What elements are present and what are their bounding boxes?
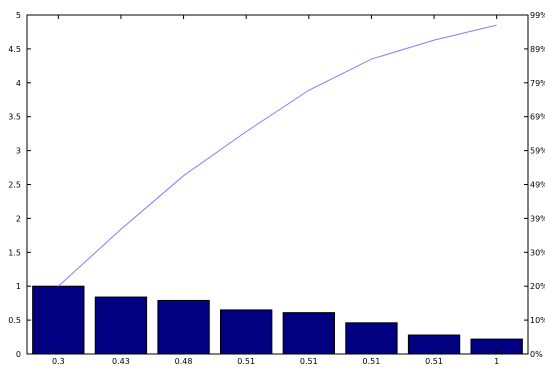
y2-tick-label: 79% (530, 79, 545, 88)
y-tick-label: 4.5 (8, 45, 21, 54)
y2-tick-label: 99% (530, 11, 545, 20)
bars (32, 285, 523, 355)
right-y-axis-ticks: 0% 10% 20% 30% 39% 49% 59% 69% 79% 89% 99% (524, 11, 545, 359)
y-tick-label: 5 (16, 11, 21, 20)
y-tick-label: 0.5 (8, 316, 21, 325)
y2-tick-label: 89% (530, 45, 545, 54)
y2-tick-label: 30% (530, 248, 545, 257)
x-tick-label: 0.43 (112, 357, 130, 366)
cumulative-line (57, 24, 497, 287)
y2-tick-label: 69% (530, 113, 545, 122)
y-tick-label: 2.5 (8, 181, 21, 190)
x-tick-label: 0.3 (52, 357, 65, 366)
x-tick-label: 0.51 (300, 357, 318, 366)
y-tick-label: 3.5 (8, 113, 21, 122)
bar-6 (345, 322, 398, 355)
bar-3 (157, 299, 210, 355)
y-tick-label: 3 (16, 147, 21, 156)
x-tick-label: 0.48 (175, 357, 193, 366)
y2-tick-label: 0% (530, 350, 543, 359)
y2-tick-label: 49% (530, 181, 545, 190)
x-axis-ticks: 0.3 0.43 0.48 0.51 0.51 0.51 0.51 1 (52, 15, 499, 366)
x-tick-label: 0.51 (363, 357, 381, 366)
y-tick-label: 0 (16, 350, 21, 359)
x-tick-label: 0.51 (237, 357, 255, 366)
y-tick-label: 1 (16, 282, 21, 291)
y2-tick-label: 59% (530, 147, 545, 156)
y-tick-label: 1.5 (8, 248, 21, 257)
bar-4 (220, 309, 273, 355)
y2-tick-label: 39% (530, 214, 545, 223)
y2-tick-label: 10% (530, 316, 545, 325)
x-tick-label: 1 (494, 357, 499, 366)
bar-5 (282, 312, 335, 355)
y2-tick-label: 20% (530, 282, 545, 291)
bar-2 (94, 296, 148, 355)
left-y-axis-ticks: 0 0.5 1 1.5 2 2.5 3 3.5 4 4.5 5 (8, 11, 31, 359)
x-tick-label: 0.51 (425, 357, 443, 366)
y-tick-label: 4 (16, 79, 21, 88)
y-tick-label: 2 (16, 214, 21, 223)
bar-1 (32, 285, 85, 355)
